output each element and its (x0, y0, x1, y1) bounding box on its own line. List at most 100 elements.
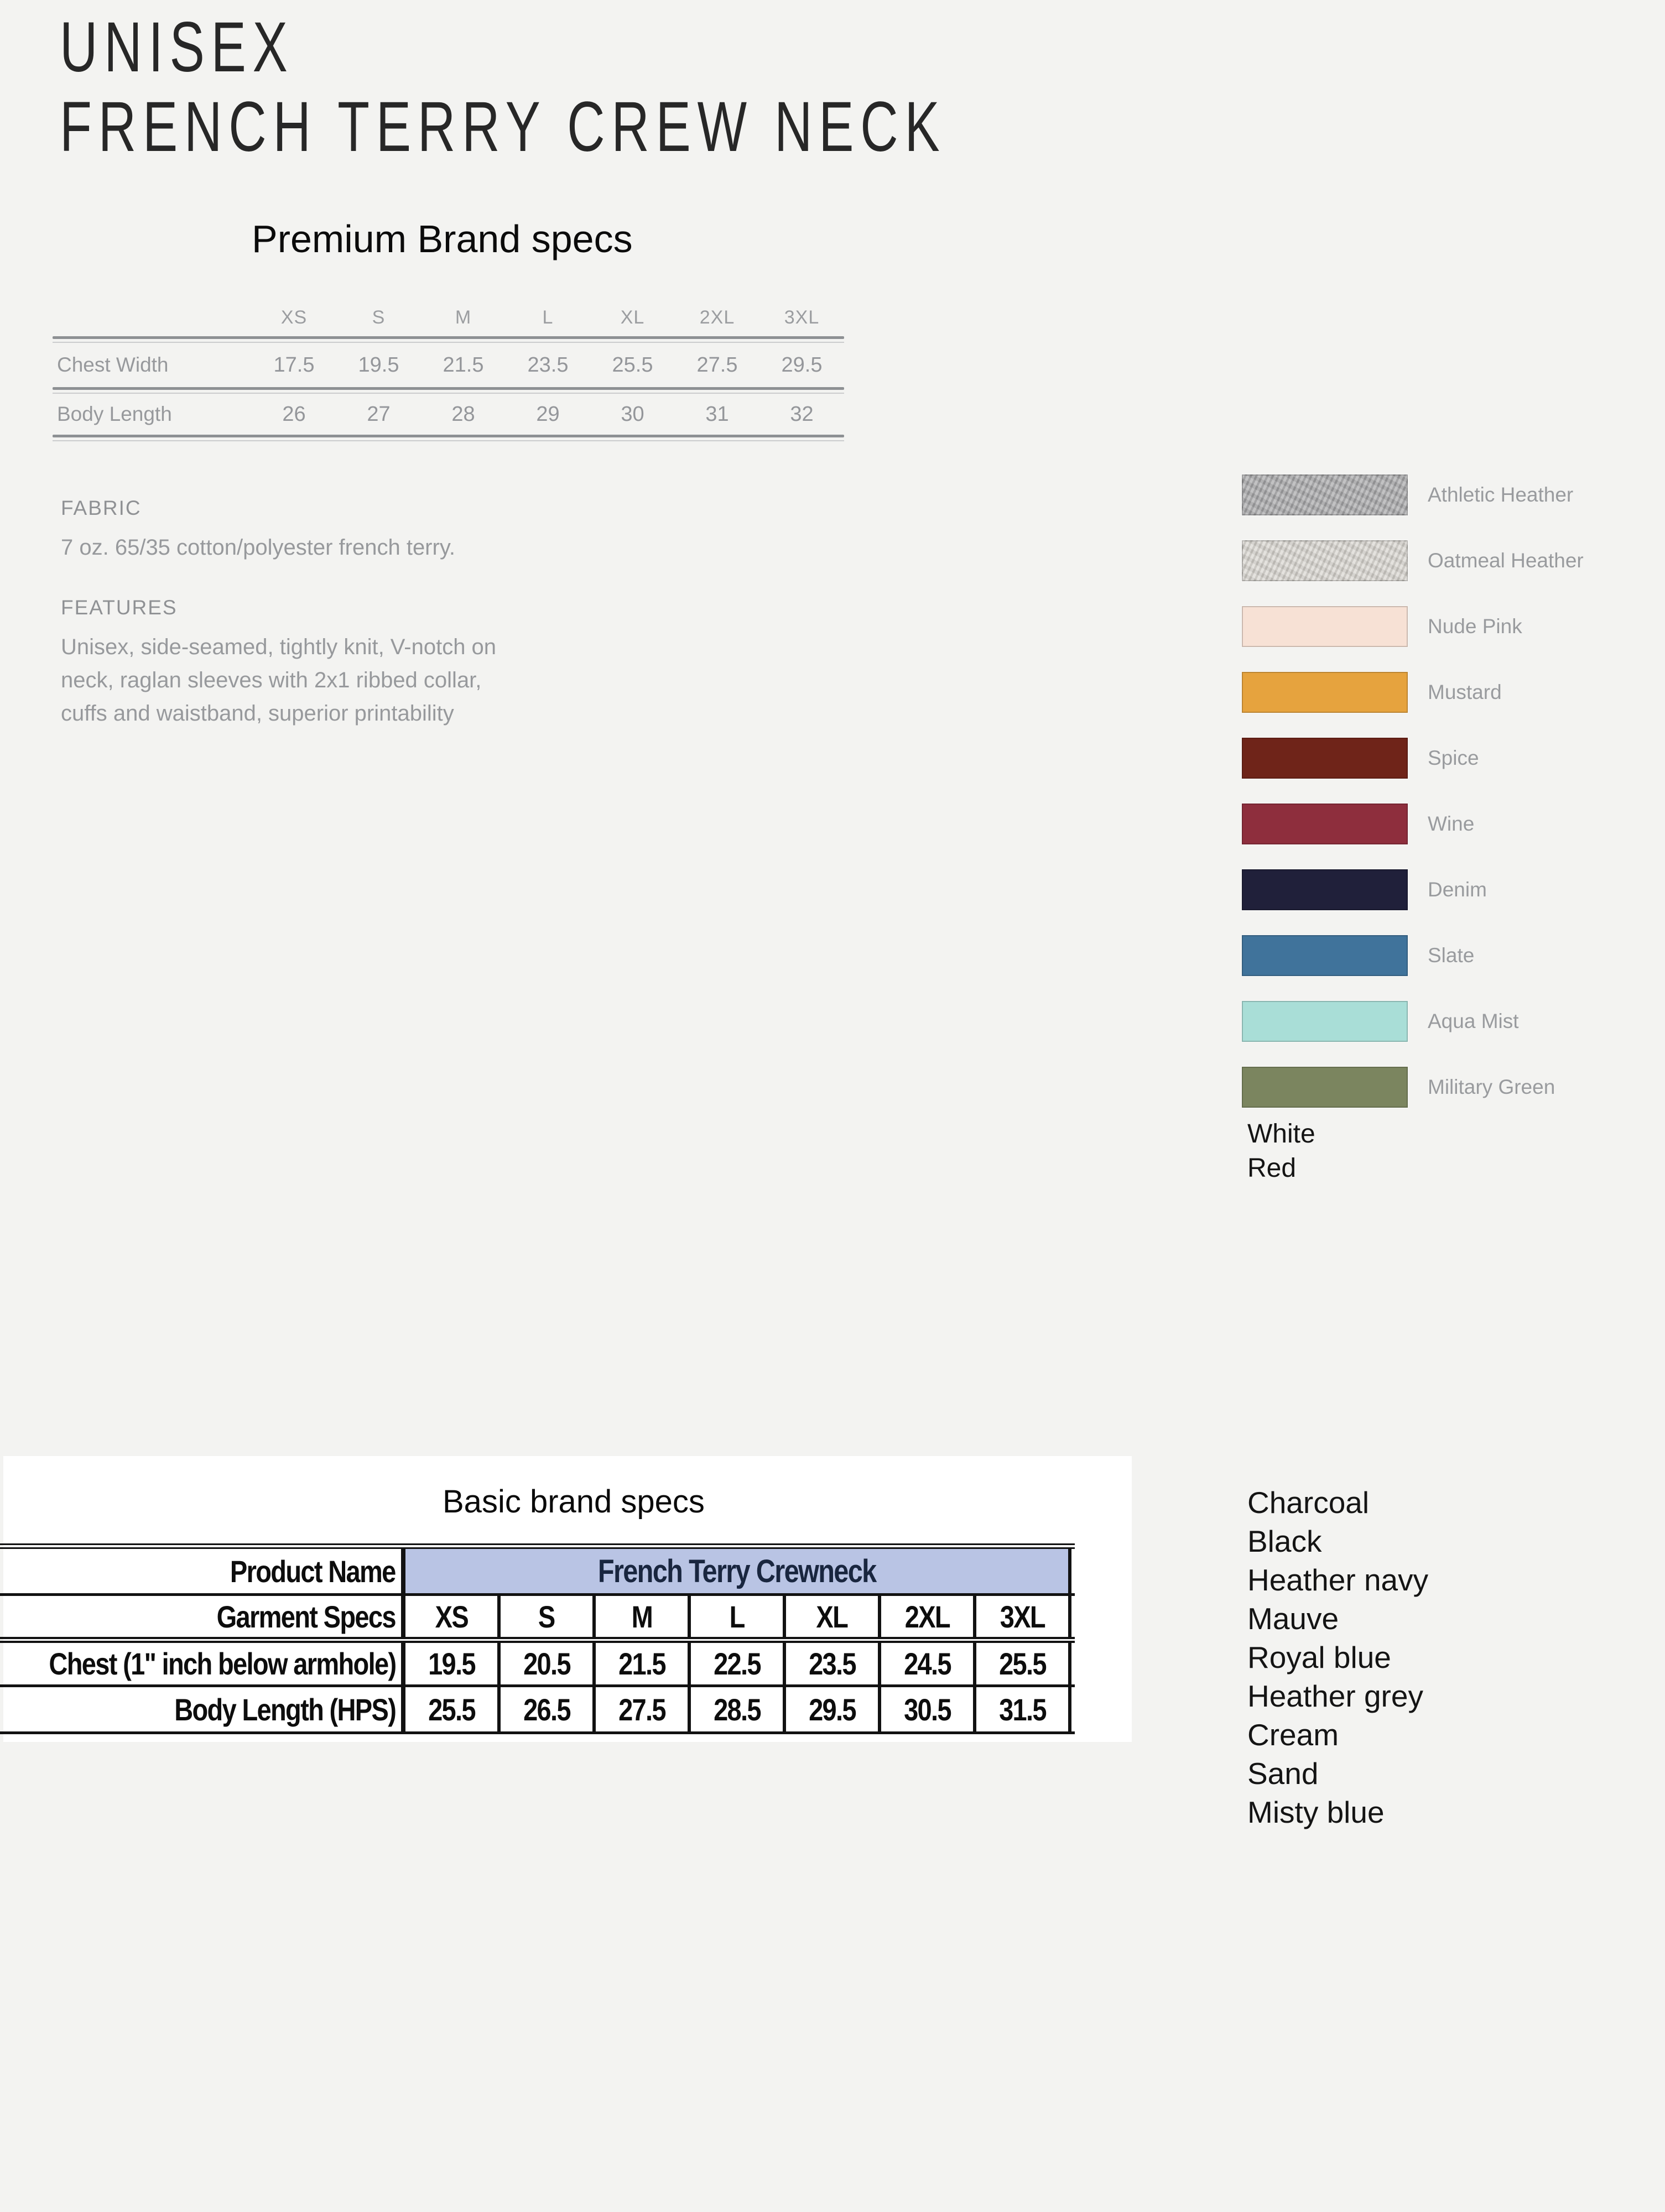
features-line-1: Unisex, side-seamed, tightly knit, V-not… (61, 635, 497, 659)
premium-table-rule (53, 435, 844, 437)
fabric-heading: FABRIC (61, 497, 142, 519)
swatch-row-spice: Spice (1242, 738, 1584, 779)
chest-3xl: 25.5 (976, 1643, 1071, 1684)
mustard-label: Mustard (1428, 681, 1502, 703)
product-name-label: Product Name (230, 1553, 396, 1589)
basic-size-3xl: 3XL (976, 1596, 1071, 1637)
premium-chest-m: 21.5 (443, 353, 484, 377)
chest-xl: 23.5 (786, 1643, 881, 1684)
spice-swatch (1242, 738, 1408, 779)
oatmeal-heather-swatch (1242, 540, 1408, 581)
swatch-row-athletic-heather: Athletic Heather (1242, 474, 1584, 515)
color-name-cream: Cream (1247, 1718, 1339, 1752)
color-name-red: Red (1247, 1154, 1297, 1183)
wine-swatch (1242, 804, 1408, 844)
title-line-2: FRENCH TERRY CREW NECK (60, 87, 946, 166)
premium-table-rule-echo (53, 393, 844, 394)
body-xs: 25.5 (405, 1687, 501, 1731)
color-name-heather-grey: Heather grey (1247, 1679, 1423, 1713)
aqua-mist-label: Aqua Mist (1428, 1010, 1519, 1032)
denim-label: Denim (1428, 878, 1487, 901)
premium-size-3xl: 3XL (784, 306, 820, 328)
military-green-label: Military Green (1428, 1076, 1555, 1098)
body-2xl: 30.5 (881, 1687, 976, 1731)
title-line-1: UNISEX (60, 8, 294, 87)
product-name-label-cell: Product Name (0, 1549, 405, 1593)
basic-specs-heading: Basic brand specs (443, 1484, 705, 1520)
premium-chest-label: Chest Width (57, 353, 169, 376)
color-name-charcoal: Charcoal (1247, 1485, 1370, 1520)
chest-l: 22.5 (691, 1643, 786, 1684)
chest-xs: 19.5 (405, 1643, 501, 1684)
body-m: 27.5 (596, 1687, 691, 1731)
premium-table-rule-echo (53, 440, 844, 441)
military-green-swatch (1242, 1067, 1408, 1108)
swatch-row-oatmeal-heather: Oatmeal Heather (1242, 540, 1584, 581)
basic-size-xl: XL (786, 1596, 881, 1637)
nude-pink-swatch (1242, 606, 1408, 647)
athletic-heather-label: Athletic Heather (1428, 483, 1574, 506)
spice-label: Spice (1428, 747, 1479, 769)
swatch-row-wine: Wine (1242, 804, 1584, 844)
body-xl: 29.5 (786, 1687, 881, 1731)
denim-swatch (1242, 869, 1408, 910)
premium-chest-xl: 25.5 (612, 353, 653, 377)
product-name-value: French Terry Crewneck (597, 1553, 877, 1589)
body-length-row: Body Length (HPS) 25.5 26.5 27.5 28.5 29… (0, 1687, 1075, 1734)
premium-chest-l: 23.5 (527, 353, 569, 377)
features-description: Unisex, side-seamed, tightly knit, V-not… (61, 630, 496, 730)
aqua-mist-swatch (1242, 1001, 1408, 1042)
swatch-row-denim: Denim (1242, 869, 1584, 910)
swatch-row-mustard: Mustard (1242, 672, 1584, 713)
product-name-value-cell: French Terry Crewneck (405, 1549, 1071, 1593)
premium-chest-row: Chest Width 17.5 19.5 21.5 23.5 25.5 27.… (53, 343, 844, 387)
color-name-mauve: Mauve (1247, 1601, 1339, 1636)
body-l: 28.5 (691, 1687, 786, 1731)
premium-specs-table: XS S M L XL 2XL 3XL Chest Width 17.5 19.… (53, 299, 844, 441)
garment-specs-label: Garment Specs (216, 1599, 397, 1634)
premium-body-2xl: 31 (705, 402, 729, 426)
swatch-row-military-green: Military Green (1242, 1067, 1584, 1108)
swatch-row-slate: Slate (1242, 935, 1584, 976)
basic-size-2xl: 2XL (881, 1596, 976, 1637)
premium-table-rule-echo (53, 342, 844, 343)
basic-size-s: S (501, 1596, 596, 1637)
fabric-description: 7 oz. 65/35 cotton/polyester french terr… (61, 535, 455, 560)
features-line-2: neck, raglan sleeves with 2x1 ribbed col… (61, 668, 482, 692)
garment-specs-row: Garment Specs XS S M L XL 2XL 3XL (0, 1596, 1075, 1643)
nude-pink-label: Nude Pink (1428, 615, 1522, 638)
product-name-row: Product Name French Terry Crewneck (0, 1549, 1075, 1596)
basic-size-m: M (596, 1596, 691, 1637)
basic-specs-background (3, 1456, 1132, 1742)
basic-size-l: L (691, 1596, 786, 1637)
premium-size-m: M (455, 306, 472, 328)
body-3xl: 31.5 (976, 1687, 1071, 1731)
premium-size-s: S (372, 306, 386, 328)
premium-body-m: 28 (451, 402, 475, 426)
color-name-misty-blue: Misty blue (1247, 1795, 1385, 1829)
mustard-swatch (1242, 672, 1408, 713)
body-s: 26.5 (501, 1687, 596, 1731)
chest-m: 21.5 (596, 1643, 691, 1684)
premium-size-header-row: XS S M L XL 2XL 3XL (53, 299, 844, 336)
chest-s: 20.5 (501, 1643, 596, 1684)
premium-body-xl: 30 (621, 402, 644, 426)
premium-body-length-row: Body Length 26 27 28 29 30 31 32 (53, 394, 844, 435)
premium-specs-heading: Premium Brand specs (252, 217, 633, 260)
premium-size-l: L (542, 306, 554, 328)
color-name-sand: Sand (1247, 1756, 1319, 1791)
extra-color-list-top: White Red (1247, 1117, 1315, 1186)
premium-body-s: 27 (367, 402, 391, 426)
body-length-label-cell: Body Length (HPS) (0, 1687, 405, 1731)
premium-chest-s: 19.5 (358, 353, 399, 377)
premium-size-xl: XL (620, 306, 645, 328)
oatmeal-heather-label: Oatmeal Heather (1428, 549, 1584, 572)
slate-label: Slate (1428, 944, 1475, 967)
premium-body-3xl: 32 (790, 402, 814, 426)
features-heading: FEATURES (61, 596, 178, 619)
color-name-royal-blue: Royal blue (1247, 1640, 1391, 1674)
slate-swatch (1242, 935, 1408, 976)
premium-chest-xs: 17.5 (273, 353, 315, 377)
swatch-row-nude-pink: Nude Pink (1242, 606, 1584, 647)
premium-table-rule (53, 387, 844, 390)
